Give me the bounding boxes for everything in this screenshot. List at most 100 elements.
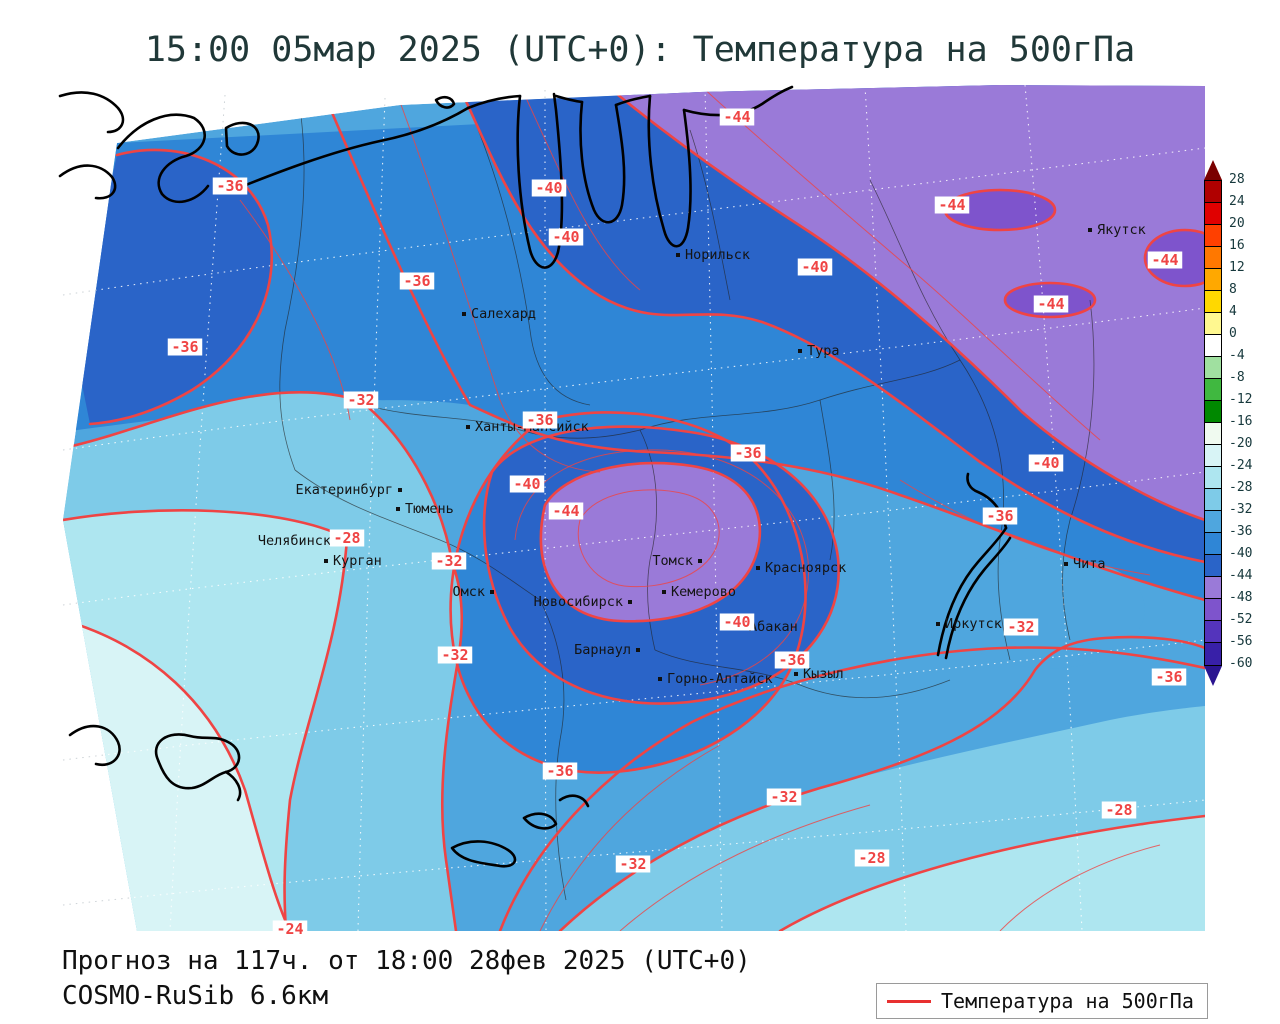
contour-label: -36: [526, 411, 553, 429]
model-info: COSMO-RuSib 6.6км: [62, 981, 329, 1011]
contour-label-bg: [934, 196, 970, 214]
colorbar-cell: [1205, 555, 1221, 577]
city-label: Кемерово: [671, 584, 736, 600]
contour-label: -36: [216, 177, 243, 195]
contour-label-bg: [719, 108, 755, 126]
city-label: Томск: [652, 553, 693, 569]
city-label: Абакан: [749, 619, 798, 635]
colorbar-tick-label: -28: [1229, 480, 1253, 495]
colorbar-tick-label: 24: [1229, 194, 1245, 209]
field-band--44-center: [540, 463, 760, 622]
contour--36-nw-loop: [88, 148, 273, 426]
city-label: Тура: [807, 343, 840, 359]
city-dot: [628, 600, 632, 604]
contour-label: -36: [1155, 668, 1182, 686]
city-dot: [490, 590, 494, 594]
model-domain: [63, 85, 1205, 931]
contour-label: -28: [1105, 801, 1132, 819]
colorbar-cell: [1205, 181, 1221, 203]
colorbar-tick-label: -4: [1229, 348, 1245, 363]
contour-label-bg: [774, 651, 810, 669]
city-label: Тюмень: [405, 501, 454, 517]
colorbar-cell: [1205, 467, 1221, 489]
city-dot: [936, 622, 940, 626]
city-label: Омск: [452, 584, 485, 600]
colorbar-cell: [1205, 511, 1221, 533]
colorbar-tick-label: -8: [1229, 370, 1245, 385]
legend-label: Температура на 500гПа: [941, 989, 1194, 1013]
contour-label-bg: [431, 552, 467, 570]
contour-label: -44: [1151, 251, 1178, 269]
colorbar-cell: [1205, 247, 1221, 269]
colorbar-tick-label: 8: [1229, 282, 1237, 297]
field-band--48-blob: [945, 190, 1055, 230]
contour-label: -28: [858, 849, 885, 867]
colorbar-tick-label: -52: [1229, 612, 1253, 627]
forecast-info: Прогноз на 117ч. от 18:00 28фев 2025 (UT…: [62, 946, 751, 976]
city-label: Красноярск: [765, 560, 846, 576]
city-dot: [1088, 228, 1092, 232]
contour-label: -28: [333, 529, 360, 547]
colorbar-cell: [1205, 335, 1221, 357]
colorbar-cell: [1205, 445, 1221, 467]
contour-label-bg: [1028, 454, 1064, 472]
field-band--32-irkutsk: [955, 556, 1145, 669]
colorbar-cell: [1205, 269, 1221, 291]
colorbar-tick-label: -48: [1229, 590, 1253, 605]
colorbar-tick-label: 12: [1229, 260, 1245, 275]
city-label: Норильск: [685, 247, 750, 263]
colorbar: [1204, 160, 1222, 686]
footer: Прогноз на 117ч. от 18:00 28фев 2025 (UT…: [62, 944, 751, 1014]
city-label: Чита: [1073, 556, 1106, 572]
colorbar-tick-label: -40: [1229, 546, 1253, 561]
main-contours: [63, 85, 1205, 931]
contour-label: -32: [770, 788, 797, 806]
contour-label: -32: [1007, 618, 1034, 636]
contour-label-bg: [522, 411, 558, 429]
contour-label-bg: [167, 338, 203, 356]
contour-label: -32: [441, 646, 468, 664]
contour-label-bg: [329, 529, 365, 547]
contour-label-bg: [766, 788, 802, 806]
contour-label-bg: [212, 177, 248, 195]
colorbar-tick-label: -12: [1229, 392, 1253, 407]
coastlines: [58, 85, 1012, 868]
contour-label: -36: [171, 338, 198, 356]
colorbar-cell: [1205, 225, 1221, 247]
contour--40-ne: [458, 86, 1205, 564]
contour-label: -44: [938, 196, 965, 214]
city-dot: [324, 559, 328, 563]
contour-labels: -36 -40 -40 -44 -44 -44 -40 -36 -44 -36 -32 -36 -36 -…: [167, 108, 1187, 938]
contour-label-bg: [719, 613, 755, 631]
contour--44-ne: [598, 85, 1205, 522]
colorbar-cell: [1205, 313, 1221, 335]
contour--36-se: [498, 646, 1205, 931]
colorbar-cell: [1205, 379, 1221, 401]
contour--28-sw: [63, 509, 349, 931]
colorbar-tick-label: -16: [1229, 414, 1253, 429]
contour-label-bg: [272, 920, 308, 938]
contour-label-bg: [1101, 801, 1137, 819]
contour-label-bg: [531, 179, 567, 197]
colorbar-cell: [1205, 643, 1221, 665]
city-label: Салехард: [471, 306, 536, 322]
colorbar-cell: [1205, 291, 1221, 313]
city-dot: [462, 312, 466, 316]
colorbar-tick-label: 4: [1229, 304, 1237, 319]
contour-label-bg: [797, 258, 833, 276]
colorbar-labels: 28 24 20 16 12 8 4 0 -4 -8 -12 -16 -20 -24 -28 -32 -36 -4…: [1229, 160, 1273, 700]
contour-label-bg: [343, 391, 379, 409]
contour--40-center: [482, 425, 841, 705]
contour-label: -36: [403, 272, 430, 290]
contour-label-bg: [509, 475, 545, 493]
colorbar-tick-label: -56: [1229, 634, 1253, 649]
colorbar-cells: [1204, 180, 1222, 666]
contour-label-bg: [854, 849, 890, 867]
contour-label: -40: [801, 258, 828, 276]
colorbar-cell: [1205, 533, 1221, 555]
colorbar-cell: [1205, 489, 1221, 511]
colorbar-tick-label: -24: [1229, 458, 1253, 473]
contour-label: -36: [546, 762, 573, 780]
contour-label-bg: [1147, 251, 1183, 269]
